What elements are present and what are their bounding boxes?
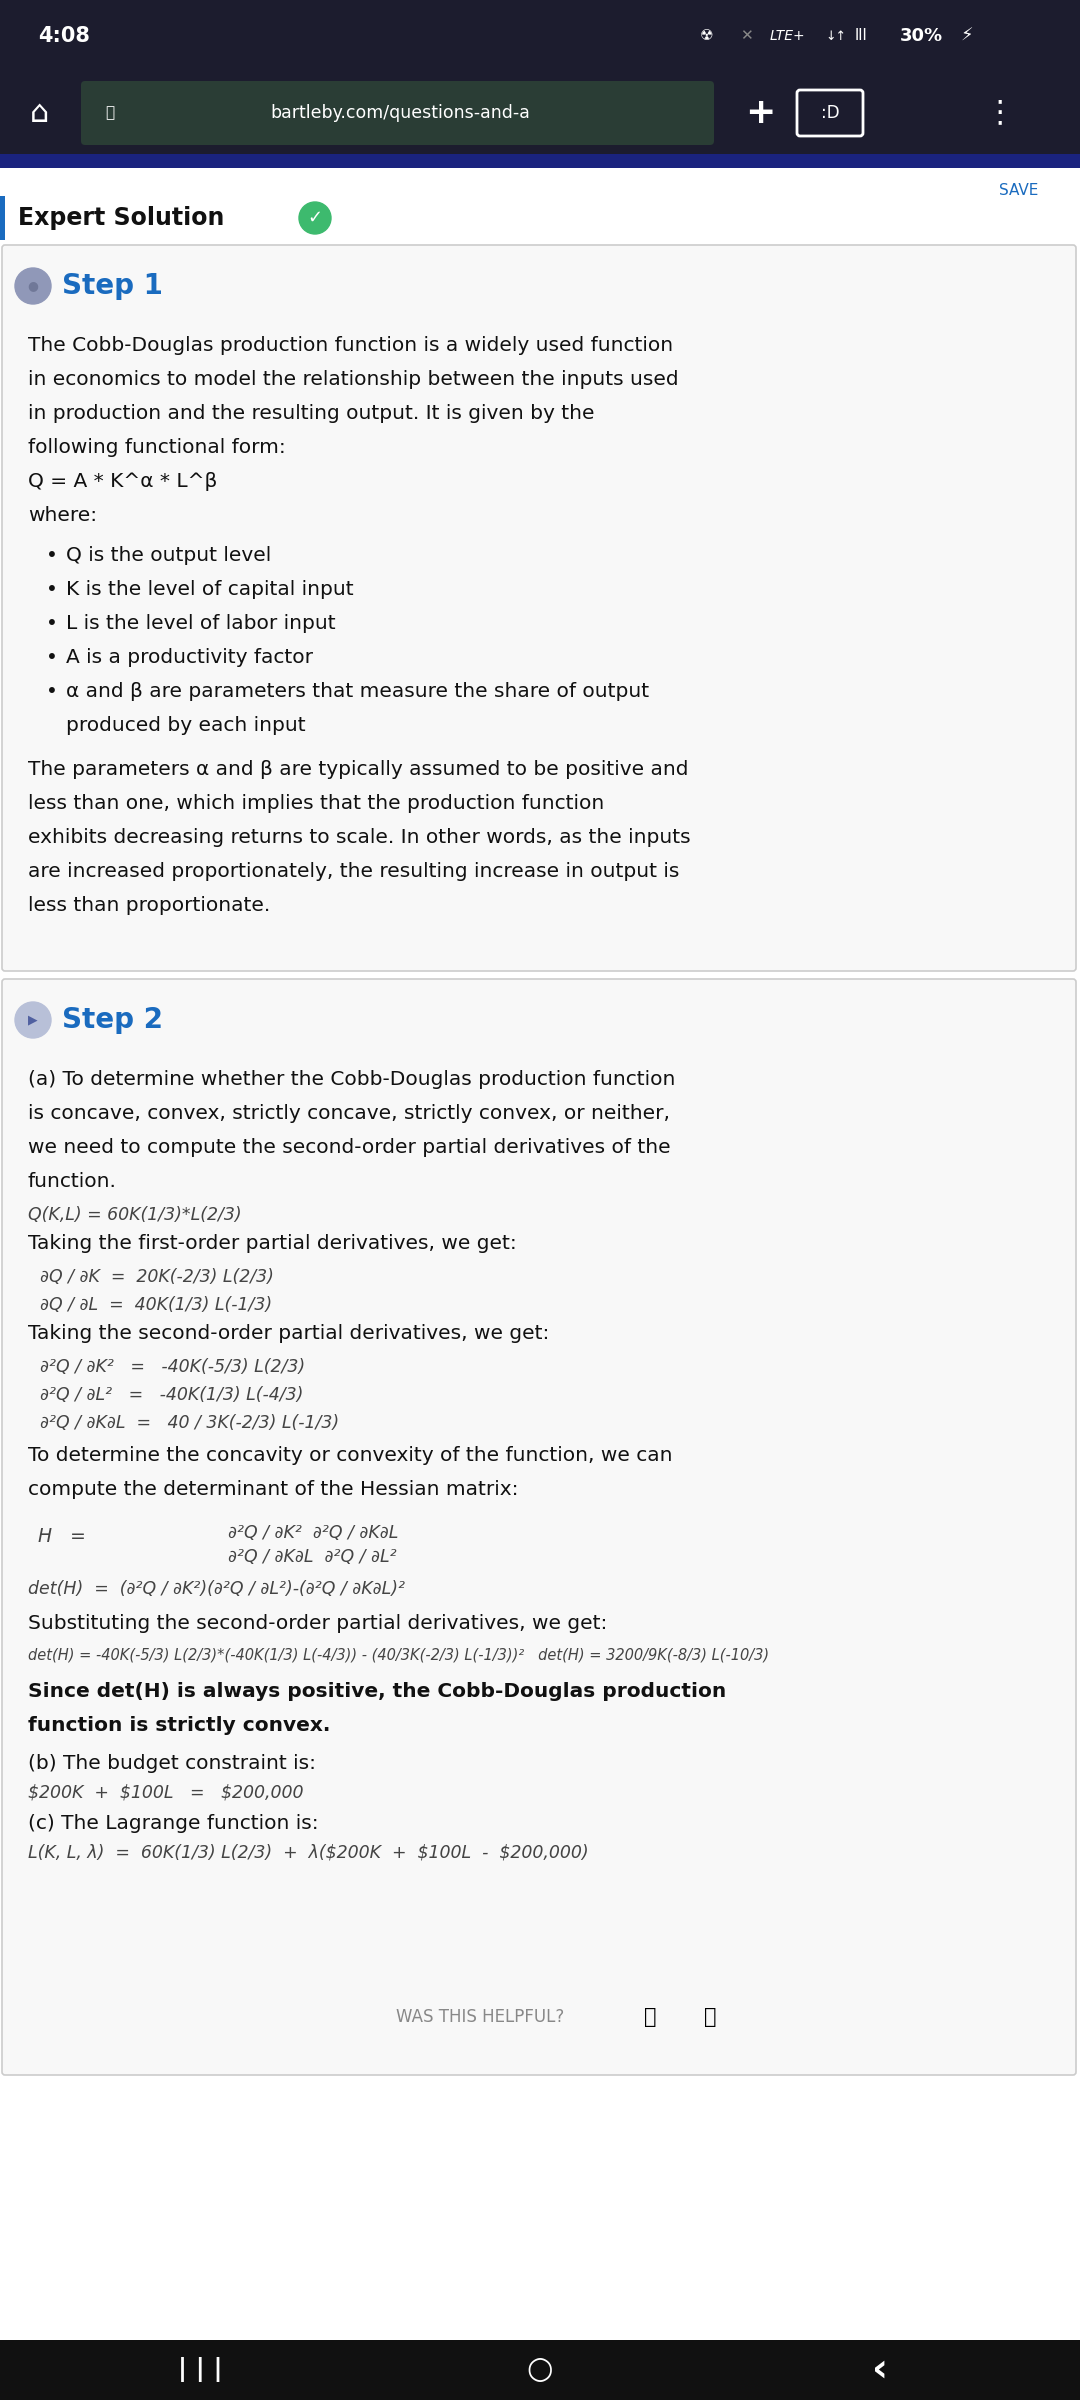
Text: is concave, convex, strictly concave, strictly convex, or neither,: is concave, convex, strictly concave, st… (28, 1104, 670, 1123)
Text: •: • (46, 614, 58, 634)
Text: Substituting the second-order partial derivatives, we get:: Substituting the second-order partial de… (28, 1613, 607, 1632)
FancyBboxPatch shape (0, 154, 1080, 168)
Text: ▶: ▶ (28, 1013, 38, 1027)
Text: det(H) = -40K(-5/3) L(2/3)*(-40K(1/3) L(-4/3)) - (40/3K(-2/3) L(-1/3))²   det(H): det(H) = -40K(-5/3) L(2/3)*(-40K(1/3) L(… (28, 1649, 769, 1663)
Text: following functional form:: following functional form: (28, 437, 286, 456)
Text: The Cobb-Douglas production function is a widely used function: The Cobb-Douglas production function is … (28, 336, 673, 355)
Text: ⋮: ⋮ (985, 98, 1015, 127)
Text: function is strictly convex.: function is strictly convex. (28, 1716, 330, 1735)
FancyBboxPatch shape (0, 168, 1080, 2400)
Text: ∂Q / ∂L  =  40K(1/3) L(-1/3): ∂Q / ∂L = 40K(1/3) L(-1/3) (40, 1296, 272, 1315)
Text: Taking the second-order partial derivatives, we get:: Taking the second-order partial derivati… (28, 1325, 550, 1344)
Text: in economics to model the relationship between the inputs used: in economics to model the relationship b… (28, 370, 678, 389)
Text: ⚡: ⚡ (960, 26, 973, 46)
Text: are increased proportionately, the resulting increase in output is: are increased proportionately, the resul… (28, 862, 679, 881)
Circle shape (15, 1003, 51, 1037)
Text: (b) The budget constraint is:: (b) The budget constraint is: (28, 1754, 316, 1774)
Text: ✕: ✕ (740, 29, 753, 43)
FancyBboxPatch shape (0, 2340, 1080, 2400)
Text: ∂²Q / ∂L²   =   -40K(1/3) L(-4/3): ∂²Q / ∂L² = -40K(1/3) L(-4/3) (40, 1385, 303, 1404)
Text: α and β are parameters that measure the share of output: α and β are parameters that measure the … (66, 682, 649, 701)
Text: bartleby.com/questions-and-a: bartleby.com/questions-and-a (270, 103, 530, 122)
Text: Expert Solution: Expert Solution (18, 206, 225, 230)
Text: Q(K,L) = 60K(1/3)*L(2/3): Q(K,L) = 60K(1/3)*L(2/3) (28, 1205, 242, 1224)
Text: produced by each input: produced by each input (66, 715, 306, 734)
Text: LTE+: LTE+ (770, 29, 806, 43)
Text: •: • (46, 581, 58, 600)
Text: Taking the first-order partial derivatives, we get:: Taking the first-order partial derivativ… (28, 1234, 516, 1253)
Text: det(H)  =  (∂²Q / ∂K²)(∂²Q / ∂L²)-(∂²Q / ∂K∂L)²: det(H) = (∂²Q / ∂K²)(∂²Q / ∂L²)-(∂²Q / ∂… (28, 1579, 405, 1598)
Text: ●: ● (28, 278, 39, 293)
Text: 4:08: 4:08 (38, 26, 90, 46)
Text: ↓↑: ↓↑ (825, 29, 846, 43)
Text: 🔒: 🔒 (105, 106, 114, 120)
Text: compute the determinant of the Hessian matrix:: compute the determinant of the Hessian m… (28, 1481, 518, 1500)
Text: exhibits decreasing returns to scale. In other words, as the inputs: exhibits decreasing returns to scale. In… (28, 828, 690, 847)
Text: lll: lll (855, 29, 867, 43)
FancyBboxPatch shape (0, 72, 1080, 154)
Text: ☢: ☢ (700, 29, 714, 43)
FancyBboxPatch shape (81, 82, 714, 144)
FancyBboxPatch shape (0, 197, 5, 240)
Text: K is the level of capital input: K is the level of capital input (66, 581, 353, 600)
Text: ⌂: ⌂ (30, 98, 50, 127)
Text: ∂²Q / ∂K²  ∂²Q / ∂K∂L: ∂²Q / ∂K² ∂²Q / ∂K∂L (228, 1524, 399, 1541)
Text: 👎: 👎 (704, 2006, 716, 2028)
Text: Step 2: Step 2 (62, 1006, 163, 1034)
Text: | | |: | | | (178, 2357, 222, 2383)
Text: 30%: 30% (900, 26, 943, 46)
Text: WAS THIS HELPFUL?: WAS THIS HELPFUL? (396, 2009, 564, 2026)
Text: •: • (46, 682, 58, 701)
Text: •: • (46, 545, 58, 564)
Text: function.: function. (28, 1171, 117, 1190)
Text: where:: where: (28, 506, 97, 526)
Circle shape (299, 202, 330, 233)
Text: we need to compute the second-order partial derivatives of the: we need to compute the second-order part… (28, 1138, 671, 1157)
Text: Q is the output level: Q is the output level (66, 545, 271, 564)
Text: (a) To determine whether the Cobb-Douglas production function: (a) To determine whether the Cobb-Dougla… (28, 1070, 675, 1090)
Text: SAVE: SAVE (999, 182, 1038, 197)
Text: L(K, L, λ)  =  60K(1/3) L(2/3)  +  λ($200K  +  $100L  -  $200,000): L(K, L, λ) = 60K(1/3) L(2/3) + λ($200K +… (28, 1843, 589, 1862)
Text: Step 1: Step 1 (62, 271, 163, 300)
Text: ○: ○ (527, 2354, 553, 2386)
Text: :D: :D (821, 103, 839, 122)
Text: ‹: ‹ (872, 2352, 888, 2388)
Text: The parameters α and β are typically assumed to be positive and: The parameters α and β are typically ass… (28, 761, 689, 780)
Text: ∂²Q / ∂K²   =   -40K(-5/3) L(2/3): ∂²Q / ∂K² = -40K(-5/3) L(2/3) (40, 1358, 306, 1375)
Text: Since det(H) is always positive, the Cobb-Douglas production: Since det(H) is always positive, the Cob… (28, 1682, 726, 1702)
Text: •: • (46, 648, 58, 667)
Text: Q = A * K^α * L^β: Q = A * K^α * L^β (28, 473, 217, 492)
Text: ∂Q / ∂K  =  20K(-2/3) L(2/3): ∂Q / ∂K = 20K(-2/3) L(2/3) (40, 1267, 274, 1286)
FancyBboxPatch shape (2, 979, 1076, 2076)
Text: To determine the concavity or convexity of the function, we can: To determine the concavity or convexity … (28, 1445, 673, 1464)
FancyBboxPatch shape (2, 245, 1076, 972)
Text: less than one, which implies that the production function: less than one, which implies that the pr… (28, 794, 604, 814)
Text: in production and the resulting output. It is given by the: in production and the resulting output. … (28, 403, 594, 422)
FancyBboxPatch shape (0, 0, 1080, 72)
Text: less than proportionate.: less than proportionate. (28, 895, 270, 914)
Text: (c) The Lagrange function is:: (c) The Lagrange function is: (28, 1814, 319, 1834)
Text: ∂²Q / ∂K∂L  =   40 / 3K(-2/3) L(-1/3): ∂²Q / ∂K∂L = 40 / 3K(-2/3) L(-1/3) (40, 1414, 339, 1433)
Text: ∂²Q / ∂K∂L  ∂²Q / ∂L²: ∂²Q / ∂K∂L ∂²Q / ∂L² (228, 1548, 396, 1565)
Circle shape (15, 269, 51, 305)
Text: H   =: H = (38, 1526, 86, 1546)
Text: ✓: ✓ (308, 209, 323, 228)
Text: +: + (745, 96, 775, 130)
Text: $200K  +  $100L   =   $200,000: $200K + $100L = $200,000 (28, 1783, 303, 1802)
Text: 👍: 👍 (644, 2006, 657, 2028)
Text: L is the level of labor input: L is the level of labor input (66, 614, 336, 634)
Text: A is a productivity factor: A is a productivity factor (66, 648, 313, 667)
